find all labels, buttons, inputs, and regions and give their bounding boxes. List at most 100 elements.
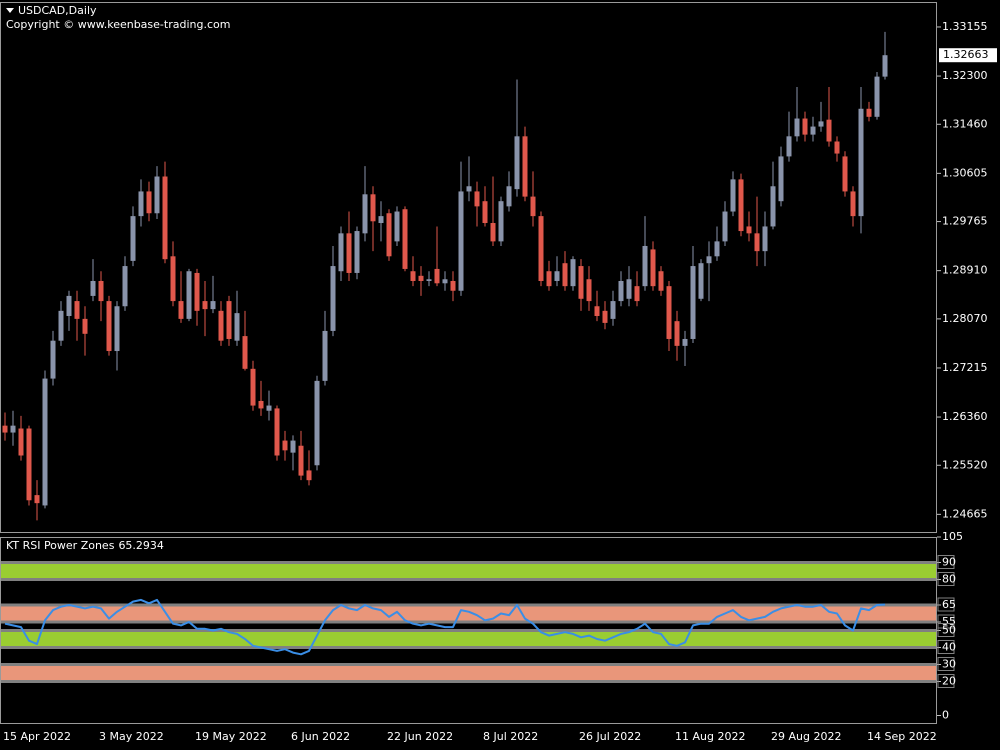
x-tick-label: 19 May 2022 [195, 730, 267, 743]
candle-body [162, 176, 168, 260]
indicator-value: 65.2934 [118, 539, 164, 552]
candle-body [594, 306, 600, 317]
candle-body [658, 271, 664, 291]
candle-body [178, 301, 184, 319]
candle-body [50, 340, 56, 379]
candle-body [130, 216, 136, 261]
candle-body [2, 425, 8, 433]
candle-body [850, 191, 856, 217]
y-tick-label: 1.32300 [942, 69, 988, 82]
y-tick-label: 50 [942, 624, 956, 637]
candle-body [330, 266, 336, 331]
candle-body [210, 301, 216, 310]
menu-triangle[interactable] [6, 8, 14, 13]
candle-body [242, 336, 248, 369]
candle-body [570, 259, 576, 287]
candle-body [274, 408, 280, 456]
candle-body [106, 301, 112, 352]
candle-body [426, 279, 432, 281]
candle-body [618, 280, 624, 302]
y-tick-label: 1.31460 [942, 117, 988, 130]
x-tick-label: 6 Jun 2022 [291, 730, 350, 743]
candle-body [786, 136, 792, 157]
candle-body [322, 330, 328, 381]
candle-body [170, 256, 176, 302]
candle-body [714, 241, 720, 257]
candle-body [394, 211, 400, 242]
candle-body [34, 495, 40, 504]
candle-body [138, 191, 144, 217]
tick-label-box [937, 597, 955, 612]
tick-label-box [937, 614, 955, 629]
candle-body [690, 266, 696, 339]
y-tick-label: 80 [942, 573, 956, 586]
candle-body [410, 271, 416, 281]
candle-body [642, 245, 648, 287]
candle-body [666, 286, 672, 339]
candle-body [370, 194, 376, 222]
candle-body [306, 470, 312, 481]
candle-body [882, 55, 888, 77]
candle-body [490, 223, 496, 242]
rsi-line [4, 598, 886, 656]
candle-body [354, 231, 360, 273]
candle-body [602, 310, 608, 323]
candle-body [434, 268, 440, 284]
candle-body [498, 201, 504, 242]
x-tick-label: 26 Jul 2022 [579, 730, 641, 743]
y-tick-label: 30 [942, 658, 956, 671]
candle-body [146, 191, 152, 214]
candle-body [834, 141, 840, 154]
y-tick-label: 1.24665 [942, 507, 988, 520]
x-tick-label: 22 Jun 2022 [387, 730, 453, 743]
y-tick-label: 1.26360 [942, 410, 988, 423]
x-tick-label: 14 Sep 2022 [867, 730, 937, 743]
last-price-box [939, 48, 997, 63]
candle-body [362, 194, 368, 234]
y-tick-label: 105 [942, 530, 963, 543]
x-tick-label: 11 Aug 2022 [675, 730, 745, 743]
candle-body [74, 301, 80, 319]
indicator-name: KT RSI Power Zones [6, 539, 115, 552]
candle-body [698, 263, 704, 299]
candle-body [610, 301, 616, 319]
candle-body [298, 445, 304, 476]
candle-body [634, 286, 640, 302]
y-tick-label: 1.29765 [942, 215, 988, 228]
candle-body [794, 118, 800, 137]
candle-body [810, 126, 816, 135]
candle-body [802, 118, 808, 135]
candle-body [450, 280, 456, 291]
candle-body [682, 338, 688, 346]
candle-body [770, 186, 776, 227]
panel-frame [0, 2, 937, 533]
candle-body [250, 368, 256, 406]
candle-body [314, 380, 320, 466]
y-tick-label: 1.33155 [942, 20, 988, 33]
candle-body [546, 271, 552, 287]
zone [1, 630, 936, 648]
candle-body [258, 400, 264, 409]
y-tick-label: 1.25520 [942, 458, 988, 471]
candle-body [418, 275, 424, 281]
candle-body [474, 191, 480, 207]
zone [1, 664, 936, 682]
candle-body [82, 318, 88, 334]
candle-body [522, 136, 528, 197]
panel-frame [0, 537, 937, 724]
zone [1, 562, 936, 580]
candle-body [338, 233, 344, 272]
candle-body [194, 272, 200, 311]
candle-body [234, 313, 240, 341]
candle-body [746, 226, 752, 234]
candle-body [202, 301, 208, 310]
candle-body [586, 279, 592, 302]
candle-body [730, 179, 736, 212]
x-tick-label: 8 Jul 2022 [483, 730, 538, 743]
candle-body [186, 271, 192, 319]
candle-body [674, 321, 680, 346]
candle-body [442, 279, 448, 284]
x-tick-label: 3 May 2022 [99, 730, 164, 743]
candle-body [122, 266, 128, 307]
